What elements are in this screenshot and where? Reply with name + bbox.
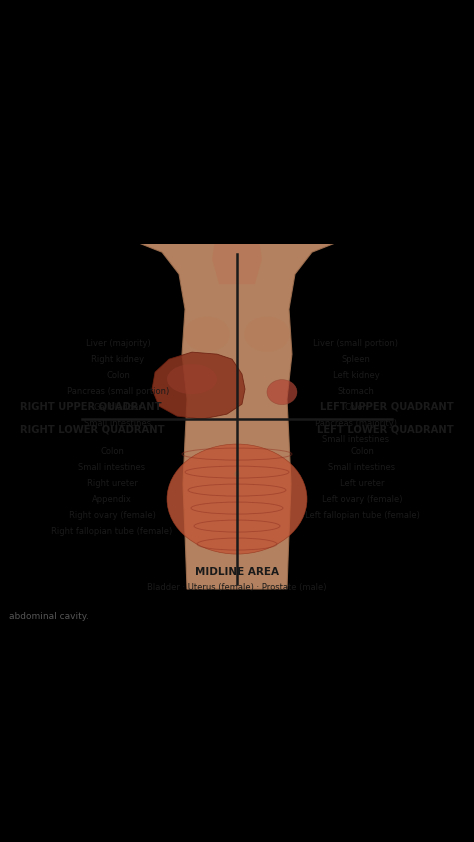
- Polygon shape: [152, 352, 245, 419]
- Ellipse shape: [245, 317, 290, 352]
- Text: Gallbladder: Gallbladder: [94, 403, 142, 412]
- Text: Colon: Colon: [350, 447, 374, 456]
- Text: Right kidney: Right kidney: [91, 355, 145, 364]
- Text: RIGHT UPPER QUADRANT: RIGHT UPPER QUADRANT: [20, 401, 162, 411]
- Text: Liver (majority): Liver (majority): [86, 339, 150, 348]
- Text: LEFT LOWER QUADRANT: LEFT LOWER QUADRANT: [317, 424, 454, 434]
- Text: Small intestines: Small intestines: [84, 419, 152, 428]
- Text: LEFT UPPER QUADRANT: LEFT UPPER QUADRANT: [320, 401, 454, 411]
- Text: Pancreas (small portion): Pancreas (small portion): [67, 387, 169, 396]
- Ellipse shape: [167, 364, 217, 394]
- Text: Colon: Colon: [100, 447, 124, 456]
- Text: MIDLINE AREA: MIDLINE AREA: [195, 567, 279, 577]
- Ellipse shape: [235, 471, 239, 477]
- Text: Left fallopian tube (female): Left fallopian tube (female): [304, 511, 419, 520]
- Text: Right ureter: Right ureter: [87, 479, 137, 488]
- Text: Left ureter: Left ureter: [340, 479, 384, 488]
- Text: Liver (small portion): Liver (small portion): [313, 339, 399, 348]
- Ellipse shape: [167, 444, 307, 554]
- Text: Stomach: Stomach: [337, 387, 374, 396]
- Text: Left kidney: Left kidney: [333, 371, 379, 380]
- Text: Colon: Colon: [344, 403, 368, 412]
- Polygon shape: [212, 239, 262, 284]
- Ellipse shape: [184, 317, 229, 352]
- Text: Colon: Colon: [106, 371, 130, 380]
- Text: Small intestines: Small intestines: [322, 435, 390, 444]
- Text: Small intestines: Small intestines: [328, 463, 395, 472]
- Text: abdominal cavity.: abdominal cavity.: [9, 612, 89, 621]
- Text: RIGHT LOWER QUADRANT: RIGHT LOWER QUADRANT: [20, 424, 165, 434]
- Polygon shape: [129, 239, 345, 589]
- Text: Small intestines: Small intestines: [79, 463, 146, 472]
- Text: Right ovary (female): Right ovary (female): [69, 511, 155, 520]
- Text: Spleen: Spleen: [341, 355, 370, 364]
- Text: Appendix: Appendix: [92, 495, 132, 504]
- Text: Right fallopian tube (female): Right fallopian tube (female): [51, 527, 173, 536]
- Text: Bladder · Uterus (female) · Prostate (male): Bladder · Uterus (female) · Prostate (ma…: [147, 583, 327, 592]
- Ellipse shape: [267, 380, 297, 405]
- Text: Left ovary (female): Left ovary (female): [322, 495, 402, 504]
- Text: Pancreas (majority): Pancreas (majority): [315, 419, 397, 428]
